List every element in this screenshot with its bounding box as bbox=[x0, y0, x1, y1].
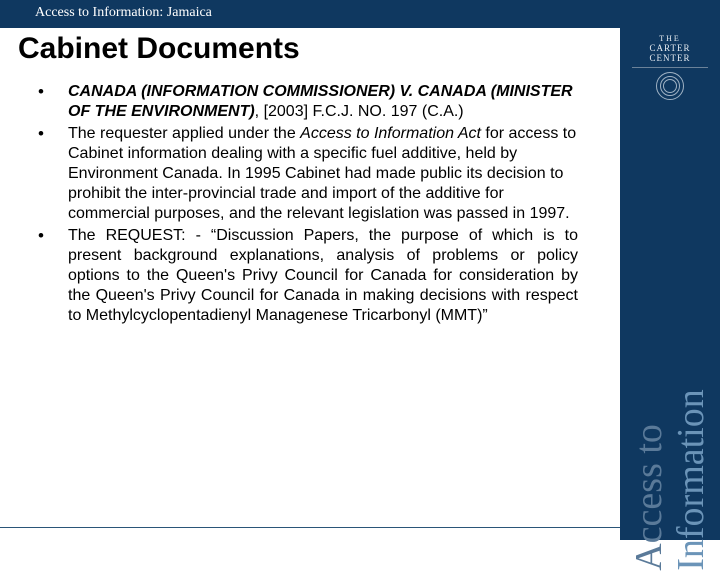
breadcrumb: Access to Information: Jamaica bbox=[35, 5, 212, 21]
brand-line2: CARTER CENTER bbox=[632, 43, 708, 68]
bullet-marker: • bbox=[38, 226, 68, 326]
globe-icon bbox=[656, 72, 684, 100]
brand-line1: THE bbox=[632, 34, 708, 43]
bullet-text: CANADA (INFORMATION COMMISSIONER) V. CAN… bbox=[68, 82, 578, 122]
bottom-divider bbox=[0, 527, 620, 528]
brand-logo: THE CARTER CENTER bbox=[632, 34, 708, 100]
bullet-item: • The requester applied under the Access… bbox=[38, 124, 578, 224]
vertical-line1: Access to bbox=[628, 424, 670, 571]
page-title: Cabinet Documents bbox=[18, 32, 300, 66]
bullet-item: • The REQUEST: - “Discussion Papers, the… bbox=[38, 226, 578, 326]
bullet-item: • CANADA (INFORMATION COMMISSIONER) V. C… bbox=[38, 82, 578, 122]
bullet-marker: • bbox=[38, 124, 68, 224]
brand-sidebar: THE CARTER CENTER Access to Information bbox=[620, 28, 720, 540]
case-citation: , [2003] F.C.J. NO. 197 (C.A.) bbox=[255, 103, 464, 120]
text-pre: The requester applied under the bbox=[68, 125, 300, 142]
content-area: • CANADA (INFORMATION COMMISSIONER) V. C… bbox=[38, 82, 578, 328]
bullet-marker: • bbox=[38, 82, 68, 122]
bullet-text: The requester applied under the Access t… bbox=[68, 124, 578, 224]
act-name: Access to Information Act bbox=[300, 125, 481, 142]
vertical-line2: Information bbox=[670, 389, 712, 571]
bullet-text: The REQUEST: - “Discussion Papers, the p… bbox=[68, 226, 578, 326]
vertical-brand-text: Access to Information bbox=[628, 389, 712, 571]
